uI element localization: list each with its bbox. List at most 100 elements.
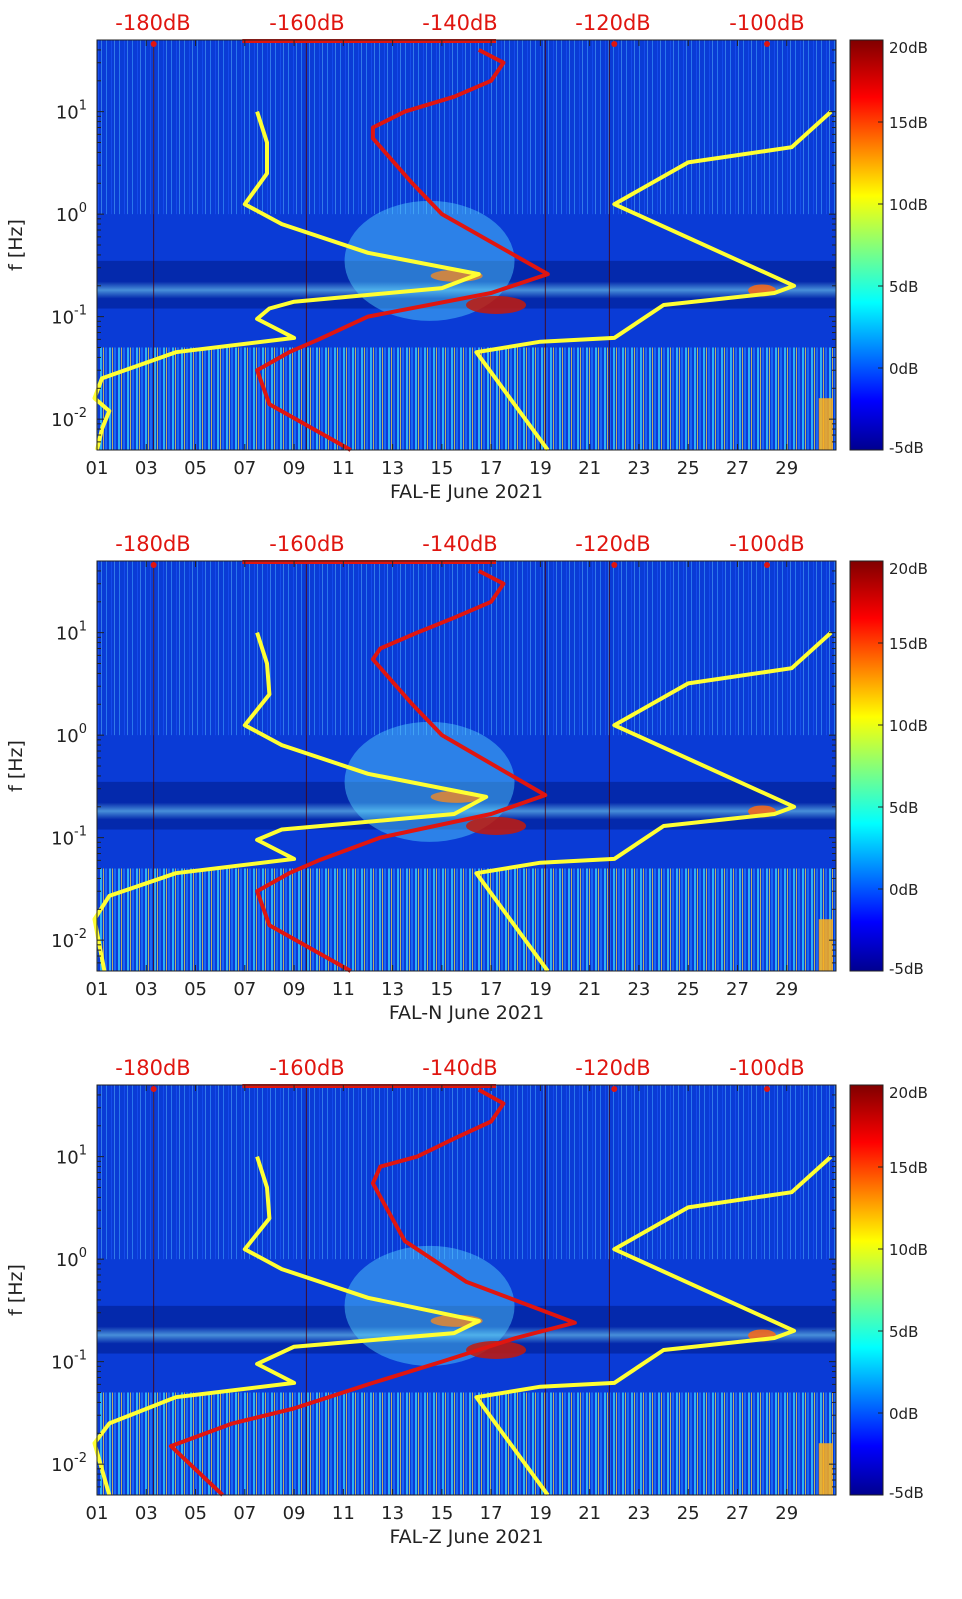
spectrogram-microseism-band	[97, 281, 836, 299]
marker-dot	[611, 41, 618, 47]
colorbar: 20dB 15dB 10dB 5dB 0dB -5dB	[849, 1084, 928, 1502]
x-tick-label: 03	[135, 979, 158, 1000]
x-tick-label: 23	[627, 979, 650, 1000]
x-tick-label: 07	[233, 458, 256, 479]
marker-dot	[764, 562, 771, 568]
spectrogram-image	[97, 1085, 836, 1495]
chart-panel-0: 01 03 05 07 09 11 13 15 17 19 21 23 25 27 29 10-2 10-1 10…	[5, 11, 928, 503]
x-tick-label: 13	[381, 979, 404, 1000]
x-tick-label: 25	[677, 1503, 700, 1524]
spectrogram-lowfreq-bars	[97, 1392, 836, 1495]
series-yellow-model-low	[92, 1155, 481, 1496]
spectrogram-edge-bar	[818, 919, 833, 971]
y-axis-label: f [Hz]	[5, 219, 27, 271]
marker-dot	[150, 562, 157, 568]
spectrogram-streaks	[97, 1085, 836, 1260]
spectrogram-lowfreq-bars	[97, 868, 836, 971]
y-tick-label: 10-2	[51, 406, 87, 431]
spectrogram-hot-spot	[466, 1340, 527, 1359]
colorbar-tick-label: 0dB	[889, 360, 918, 378]
marker-dot	[150, 41, 157, 47]
series-red-psd	[255, 48, 550, 452]
x-axis-label: FAL-N June 2021	[389, 1002, 544, 1024]
spectrogram-microseism-band	[97, 802, 836, 820]
colorbar-tick-label: 10dB	[889, 1241, 928, 1259]
x-tick-label: 01	[86, 458, 109, 479]
series-yellow-model-high	[474, 110, 833, 452]
y-tick-label: 10-2	[51, 927, 87, 952]
colorbar-gradient	[849, 39, 884, 451]
x-tick-label: 27	[726, 458, 749, 479]
series-yellow-model-low	[92, 631, 489, 972]
x-tick-label: 19	[529, 458, 552, 479]
x-tick-label: 21	[578, 458, 601, 479]
x-tick-label: 01	[86, 979, 109, 1000]
spectrogram-hot-spot	[466, 295, 527, 314]
colorbar-tick-label: 15dB	[889, 114, 928, 132]
colorbar-tick-label: 15dB	[889, 635, 928, 653]
top-db-label: -140dB	[422, 11, 497, 35]
marker-dot	[611, 1086, 618, 1092]
top-db-label: -120dB	[575, 1056, 650, 1080]
top-db-label: -160dB	[269, 1056, 344, 1080]
x-tick-label: 03	[135, 1503, 158, 1524]
top-db-label: -180dB	[115, 1056, 190, 1080]
x-tick-label: 05	[184, 458, 207, 479]
x-tick-label: 03	[135, 458, 158, 479]
x-tick-label: 23	[627, 458, 650, 479]
x-tick-label: 19	[529, 979, 552, 1000]
x-tick-label: 07	[233, 1503, 256, 1524]
marker-dot	[764, 1086, 771, 1092]
x-tick-label: 25	[677, 979, 700, 1000]
x-tick-label: 25	[677, 458, 700, 479]
colorbar-tick-label: -5dB	[889, 439, 924, 457]
spectrogram-image	[97, 561, 836, 971]
x-tick-label: 29	[775, 979, 798, 1000]
x-tick-label: 21	[578, 1503, 601, 1524]
x-tick-label: 11	[332, 458, 355, 479]
y-tick-label: 10-1	[51, 1349, 87, 1374]
colorbar-gradient	[849, 560, 884, 972]
series-red-psd	[168, 1087, 577, 1497]
top-db-label: -100dB	[729, 1056, 804, 1080]
top-db-label: -140dB	[422, 1056, 497, 1080]
x-tick-label: 05	[184, 1503, 207, 1524]
spectrogram-streaks	[97, 40, 836, 215]
y-tick-label: 100	[56, 1246, 87, 1271]
x-tick-label: 27	[726, 979, 749, 1000]
y-tick-label: 10-1	[51, 304, 87, 329]
y-tick-label: 10-2	[51, 1451, 87, 1476]
colorbar-tick-label: 10dB	[889, 717, 928, 735]
y-axis-label: f [Hz]	[5, 740, 27, 792]
top-db-label: -180dB	[115, 532, 190, 556]
top-db-label: -160dB	[269, 532, 344, 556]
chart-panel-2: 01 03 05 07 09 11 13 15 17 19 21 23 25 27 29 10-2 10-1 10…	[5, 1056, 928, 1548]
x-tick-label: 29	[775, 1503, 798, 1524]
x-tick-label: 19	[529, 1503, 552, 1524]
colorbar-tick-label: 0dB	[889, 1405, 918, 1423]
colorbar-tick-label: -5dB	[889, 960, 924, 978]
spectrogram-streaks	[97, 561, 836, 736]
chart-panel-1: 01 03 05 07 09 11 13 15 17 19 21 23 25 27 29 10-2 10-1 10…	[5, 532, 928, 1024]
x-tick-label: 11	[332, 979, 355, 1000]
spectrogram-microseism-band	[97, 1326, 836, 1344]
x-tick-label: 09	[283, 1503, 306, 1524]
y-tick-label: 101	[56, 99, 87, 124]
top-db-label: -100dB	[729, 532, 804, 556]
spectrogram-hot-spot	[466, 816, 527, 835]
top-db-label: -160dB	[269, 11, 344, 35]
top-db-label: -140dB	[422, 532, 497, 556]
spectrogram-edge-bar	[818, 398, 833, 450]
colorbar-tick-label: 20dB	[889, 39, 928, 57]
y-tick-label: 100	[56, 201, 87, 226]
x-tick-label: 17	[480, 979, 503, 1000]
colorbar-gradient	[849, 1084, 884, 1496]
x-tick-label: 11	[332, 1503, 355, 1524]
x-tick-label: 01	[86, 1503, 109, 1524]
colorbar: 20dB 15dB 10dB 5dB 0dB -5dB	[849, 39, 928, 457]
x-tick-label: 15	[430, 458, 453, 479]
x-tick-label: 17	[480, 458, 503, 479]
series-yellow-model-high	[474, 631, 833, 973]
x-tick-label: 05	[184, 979, 207, 1000]
